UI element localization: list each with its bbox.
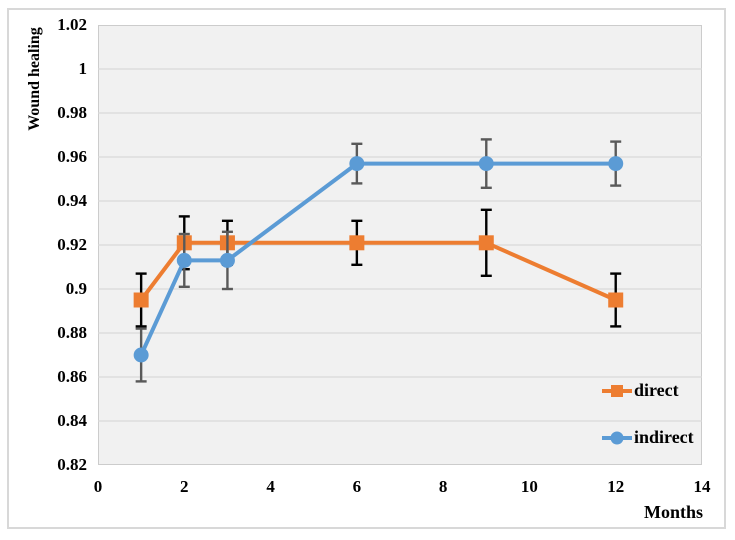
series-line-direct: [139, 240, 618, 302]
y-tick-label: 1.02: [57, 15, 87, 34]
gridlines: [98, 68, 702, 422]
y-tick-label: 0.94: [57, 191, 87, 210]
markers-indirect: [133, 156, 624, 363]
legend-marker-square: [602, 384, 632, 397]
x-tick-label: 8: [438, 477, 448, 496]
series-line-indirect: [139, 161, 618, 357]
data-point-marker: [478, 156, 494, 172]
x-tick-label: 12: [607, 477, 625, 496]
y-tick-label: 0.86: [57, 367, 87, 386]
data-point-marker: [349, 235, 365, 251]
legend-label: indirect: [634, 427, 694, 447]
x-tick-label: 4: [266, 477, 275, 496]
data-point-marker: [219, 252, 235, 268]
data-point-marker: [608, 156, 624, 172]
y-tick-label: 0.98: [57, 103, 87, 122]
data-point-marker: [133, 347, 149, 363]
y-tick-label: 0.96: [57, 147, 87, 166]
legend-label: direct: [634, 380, 679, 400]
legend-item-direct: direct: [602, 380, 679, 401]
x-tick-label: 2: [180, 477, 189, 496]
y-tick-label: 0.9: [65, 279, 87, 298]
x-axis-title: Months: [643, 502, 703, 522]
legend-item-indirect: indirect: [602, 427, 694, 448]
data-point-marker: [349, 156, 365, 172]
x-tick-label: 14: [693, 477, 711, 496]
x-tick-label: 6: [352, 477, 362, 496]
y-tick-label: 0.82: [57, 455, 87, 474]
data-point-marker: [176, 252, 192, 268]
data-point-marker: [478, 235, 494, 251]
y-tick-label: 1: [78, 59, 88, 78]
y-tick-label: 0.92: [57, 235, 87, 254]
y-tick-label: 0.84: [57, 411, 87, 430]
x-tick-label: 10: [520, 477, 538, 496]
legend-marker-circle: [602, 431, 632, 444]
y-tick-label: 0.88: [57, 323, 87, 342]
x-tick-label: 0: [93, 477, 103, 496]
data-point-marker: [608, 292, 624, 308]
y-axis-title: Wound healing: [26, 27, 43, 131]
data-point-marker: [133, 292, 149, 308]
